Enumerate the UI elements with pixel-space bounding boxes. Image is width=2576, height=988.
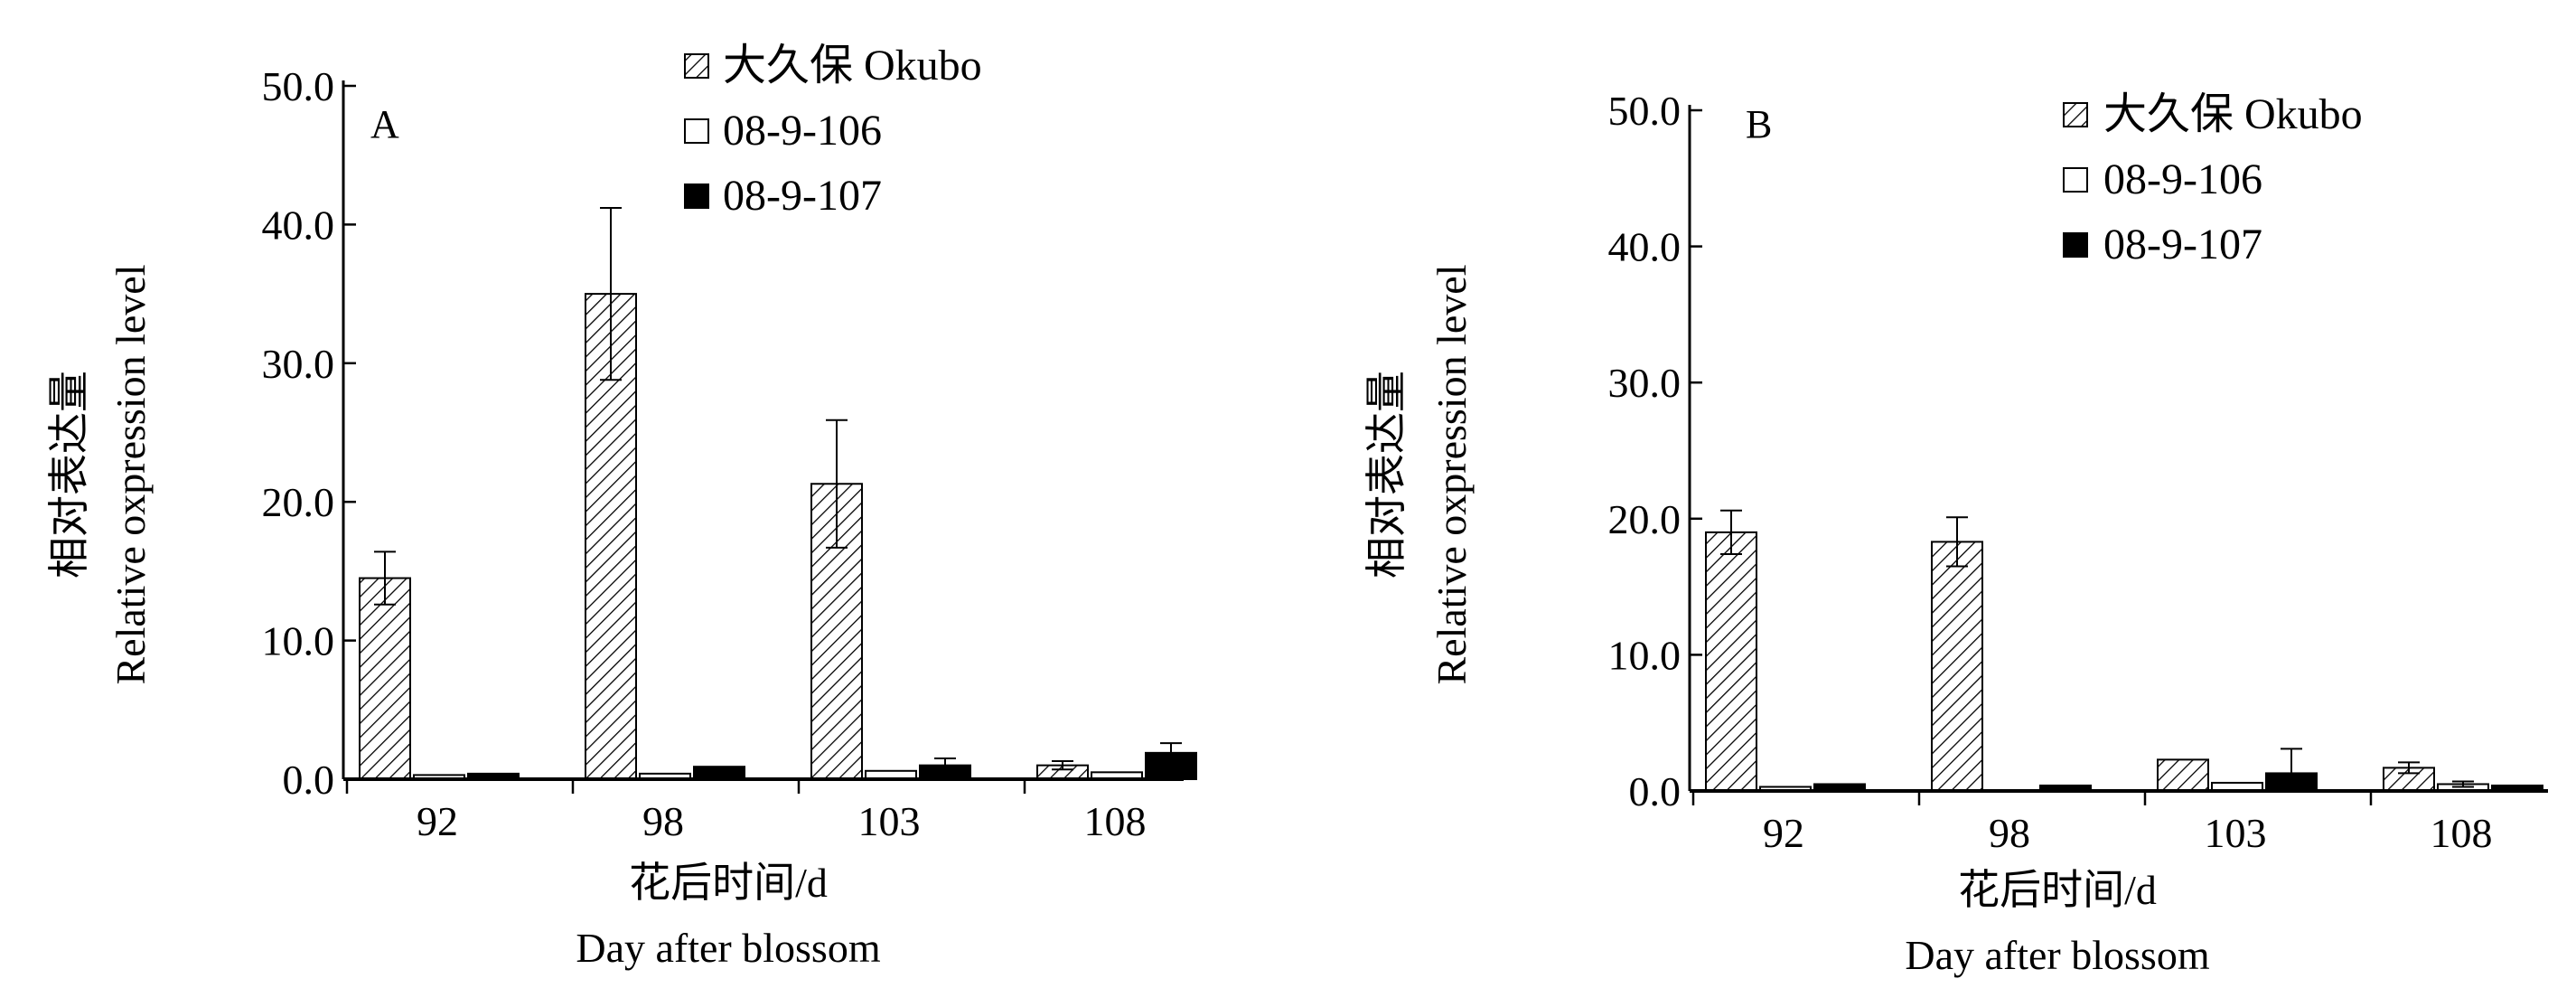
y-axis-title-en: Relative oxpression level [1429, 265, 1475, 685]
legend-swatch-white [2063, 167, 2088, 193]
legend-item-08-9-107: 08-9-107 [684, 172, 882, 220]
legend-label: 08-9-106 [2103, 155, 2262, 203]
legend-label: 大久保 Okubo [723, 42, 982, 89]
y-tick-label: 20.0 [1608, 496, 1681, 542]
legend-swatch-black [2063, 232, 2088, 258]
bar-hatched-103 [2157, 758, 2209, 792]
y-tick-label: 20.0 [262, 479, 335, 525]
x-axis-title-en: Day after blossom [576, 925, 880, 971]
x-tick-label: 92 [1763, 810, 1804, 856]
plot-area [359, 206, 1197, 781]
chart-panel-a: A 相对表达量 Relative oxpression level 花后时间/d… [46, 42, 1197, 971]
legend-swatch-hatched [684, 53, 709, 79]
x-axis-title-zh: 花后时间/d [629, 860, 828, 906]
panel-label: A [370, 102, 399, 146]
legend-label: 大久保 Okubo [2103, 90, 2363, 138]
legend-swatch-white [684, 118, 709, 144]
legend-label: 08-9-107 [2103, 221, 2262, 268]
y-axis-title: 相对表达量 Relative oxpression level [1363, 265, 1475, 685]
x-tick-label: 108 [1084, 798, 1147, 844]
x-axis-title-zh: 花后时间/d [1958, 867, 2157, 913]
y-tick-label: 10.0 [1608, 632, 1681, 678]
y-tick-label: 30.0 [1608, 360, 1681, 406]
panel-label: B [1746, 102, 1772, 146]
legend-item-okubo: 大久保 Okubo [2063, 90, 2363, 138]
y-tick-label: 50.0 [262, 63, 335, 109]
bar-hatched-92 [1705, 531, 1757, 792]
legend-item-okubo: 大久保 Okubo [684, 42, 982, 89]
bar-hatched-92 [359, 577, 411, 780]
y-axis-title: 相对表达量 Relative oxpression level [46, 265, 154, 685]
bar-black-98 [693, 766, 745, 780]
y-tick-label: 40.0 [1608, 224, 1681, 270]
legend: 大久保 Okubo 08-9-106 08-9-107 [2063, 90, 2363, 268]
y-axis-title-zh: 相对表达量 [46, 371, 92, 579]
legend-item-08-9-106: 08-9-106 [684, 107, 882, 155]
x-tick-label: 108 [2431, 810, 2493, 856]
plot-area [1705, 509, 2543, 793]
legend-label: 08-9-106 [723, 107, 882, 155]
y-axis-title-en: Relative oxpression level [108, 265, 154, 685]
legend-label: 08-9-107 [723, 172, 882, 220]
legend-item-08-9-107: 08-9-107 [2063, 221, 2262, 268]
x-tick-label: 103 [2205, 810, 2267, 856]
bar-hatched-98 [1931, 541, 1983, 792]
y-tick-label: 0.0 [1629, 768, 1681, 814]
legend: 大久保 Okubo 08-9-106 08-9-107 [684, 42, 982, 220]
axes: 0.0 10.0 20.0 30.0 40.0 50.0 92 98 103 108 [1608, 88, 2548, 856]
x-axis-title-en: Day after blossom [1905, 932, 2209, 978]
legend-swatch-hatched [2063, 102, 2088, 127]
y-tick-label: 40.0 [262, 202, 335, 248]
x-tick-label: 98 [1989, 810, 2030, 856]
axes: 0.0 10.0 20.0 30.0 40.0 50.0 92 98 103 108 [262, 63, 1184, 844]
x-tick-label: 103 [858, 798, 921, 844]
y-tick-label: 0.0 [283, 757, 335, 803]
y-tick-label: 50.0 [1608, 88, 1681, 134]
legend-swatch-black [684, 183, 709, 209]
legend-item-08-9-106: 08-9-106 [2063, 155, 2262, 203]
y-tick-label: 10.0 [262, 618, 335, 664]
y-axis-title-zh: 相对表达量 [1363, 371, 1410, 579]
x-tick-label: 92 [417, 798, 458, 844]
chart-panel-b: B 相对表达量 Relative oxpression level 花后时间/d… [1363, 88, 2548, 978]
x-tick-label: 98 [642, 798, 684, 844]
y-tick-label: 30.0 [262, 341, 335, 387]
